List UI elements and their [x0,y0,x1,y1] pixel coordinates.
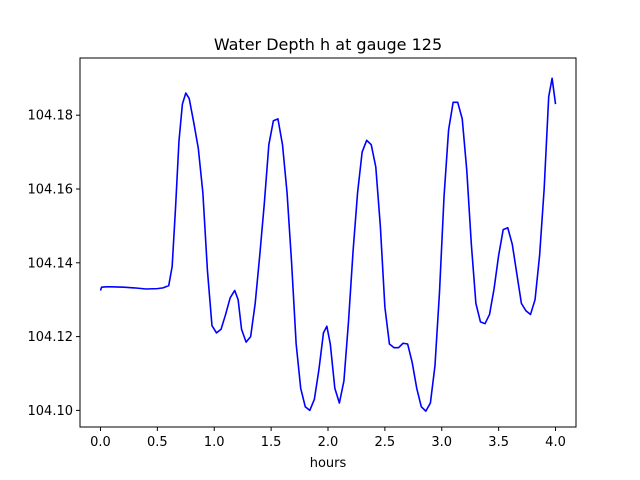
series-line [99,77,557,412]
x-tick-label: 3.5 [488,435,509,450]
y-tick-label: 104.18 [28,109,74,124]
x-tick-label: 4.0 [545,435,566,450]
x-tick-label: 2.5 [375,435,396,450]
x-tick-label: 3.0 [431,435,452,450]
y-tick-label: 104.16 [28,182,74,197]
x-tick-label: 1.5 [261,435,282,450]
x-tick-label: 2.0 [318,435,339,450]
x-axis: 0.0 0.5 1.0 1.5 2.0 2.5 3.0 3.5 4.0 [90,427,566,450]
x-tick-label: 0.0 [90,435,111,450]
x-tick-label: 1.0 [204,435,225,450]
y-tick-label: 104.14 [28,256,74,271]
x-axis-label: hours [310,456,347,471]
chart-title: Water Depth h at gauge 125 [214,35,442,54]
y-tick-label: 104.10 [28,404,74,419]
y-tick-label: 104.12 [28,330,74,345]
y-axis: 104.10 104.12 104.14 104.16 104.18 [28,109,80,419]
x-tick-label: 0.5 [147,435,168,450]
